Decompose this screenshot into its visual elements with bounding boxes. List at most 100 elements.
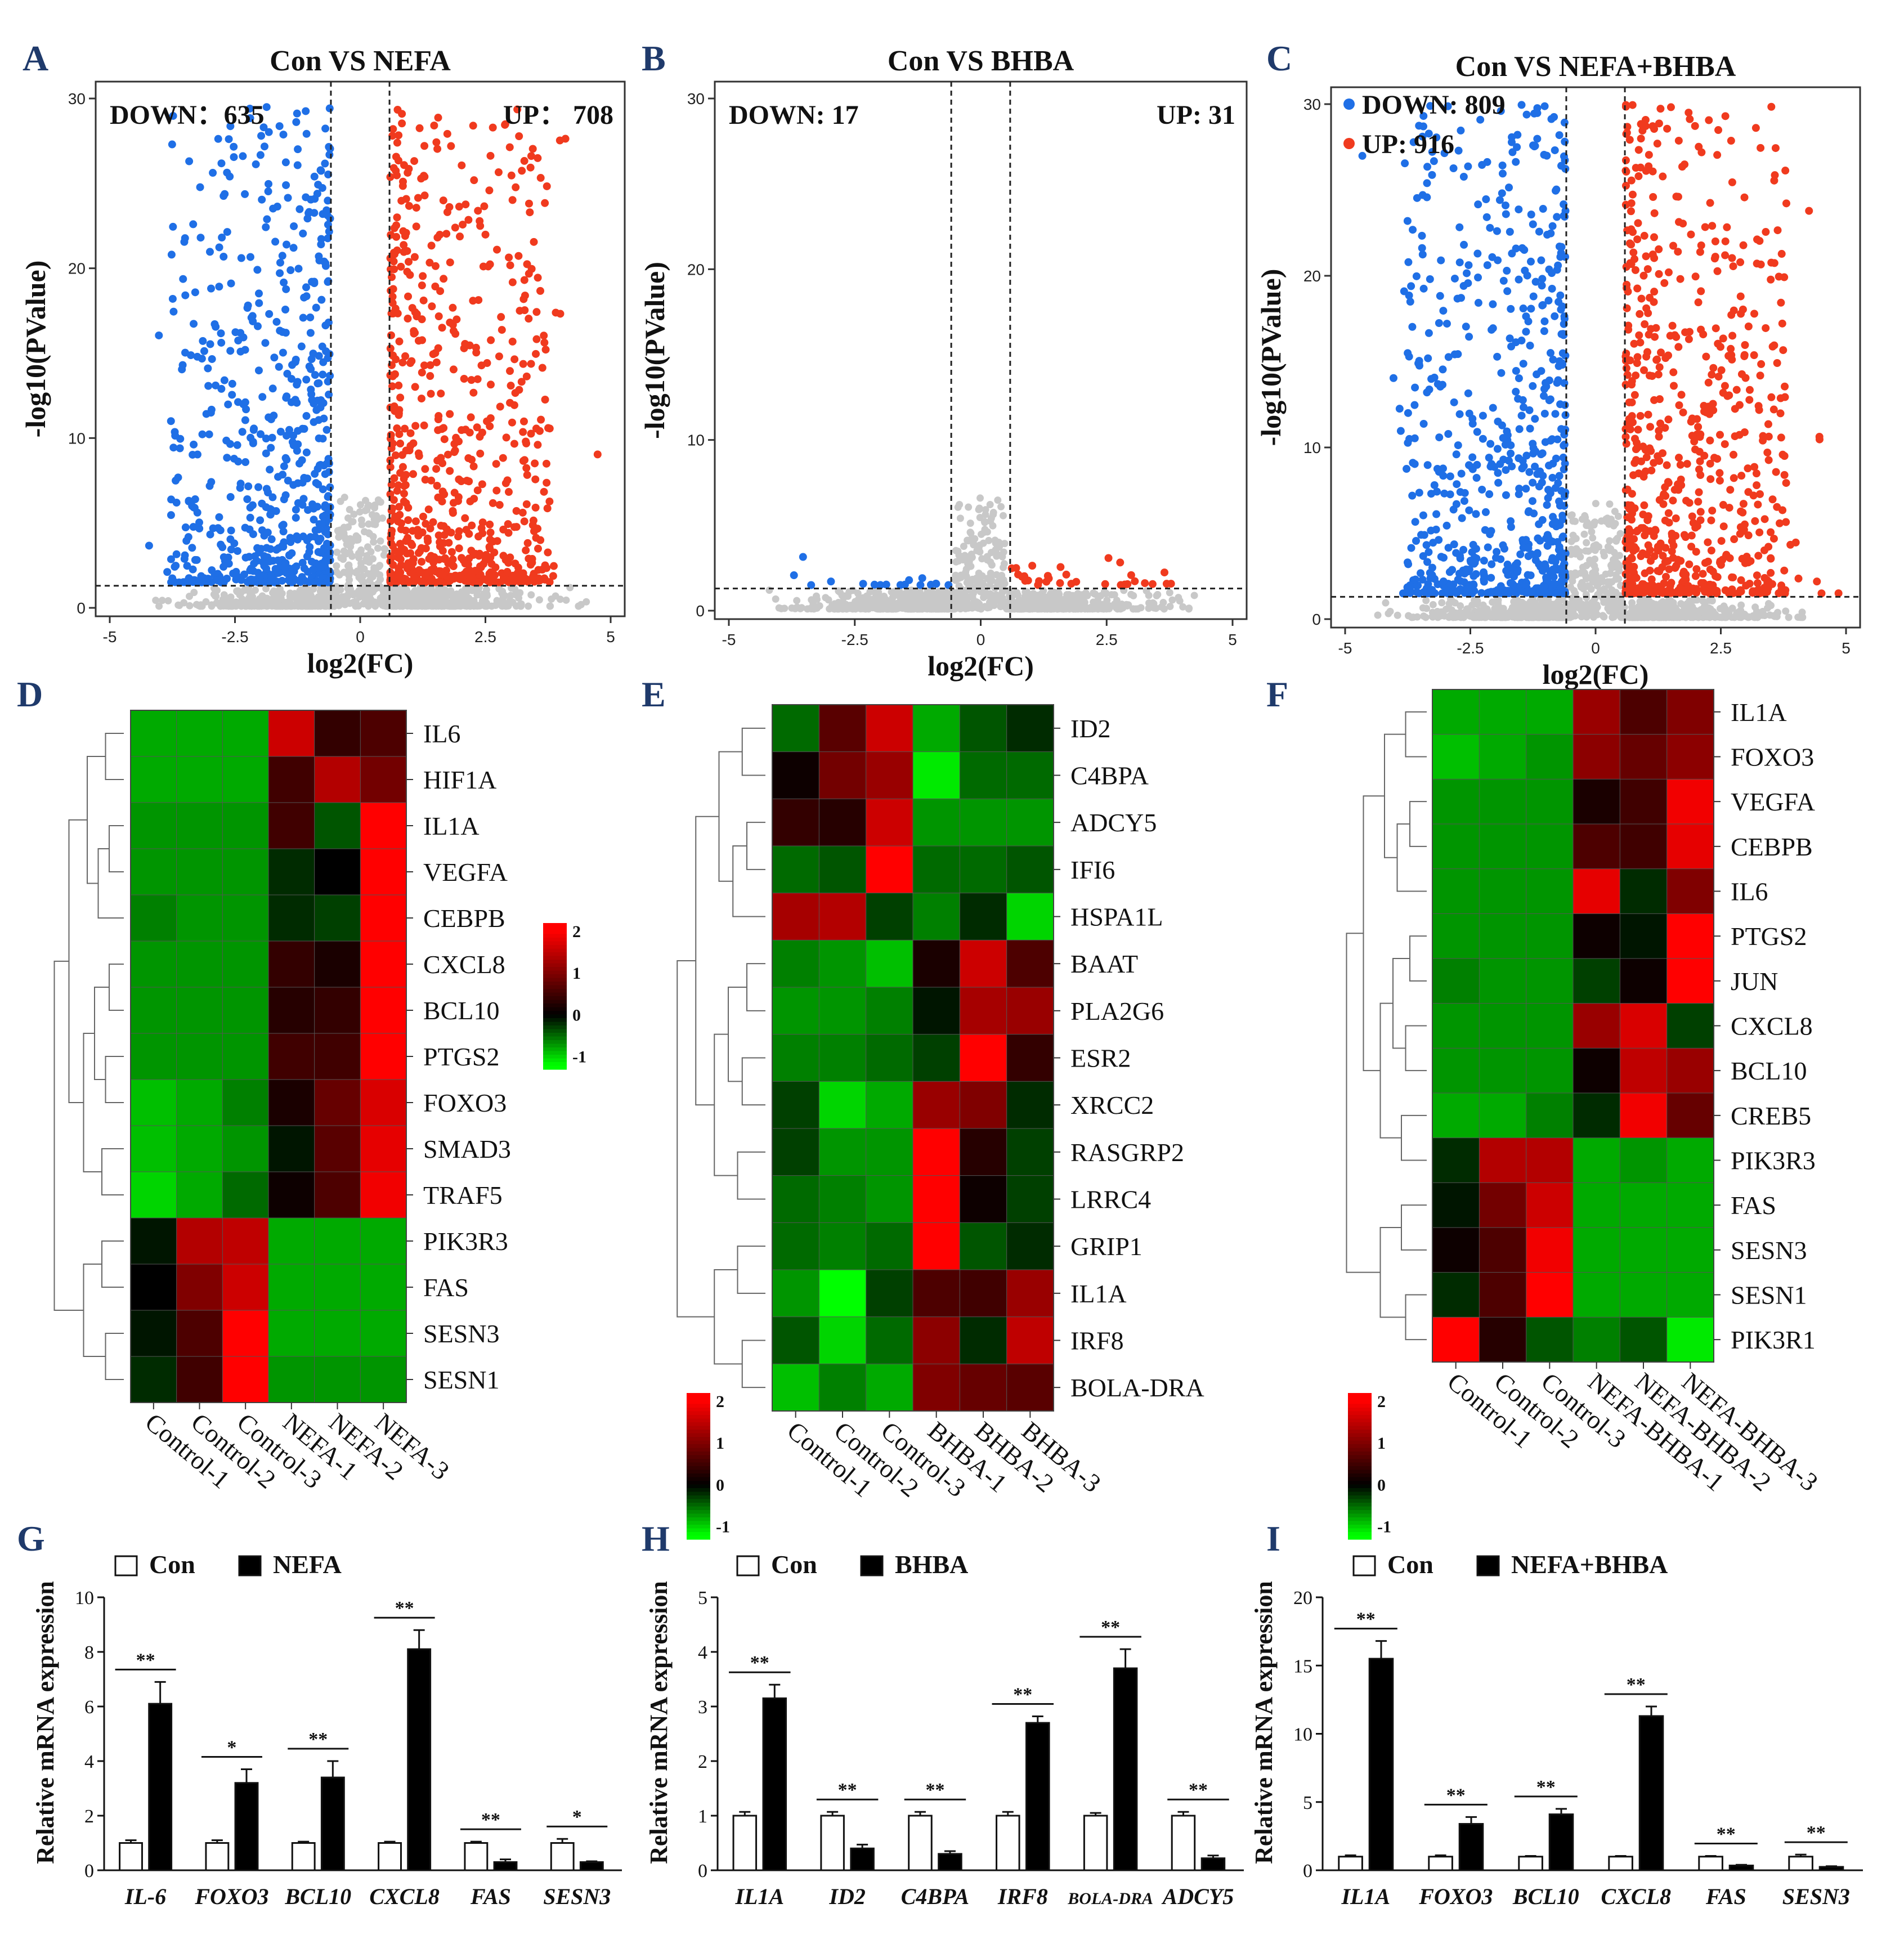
point-ns (359, 572, 367, 580)
point-up (501, 120, 509, 128)
y-tick-label: 30 (687, 90, 705, 107)
point-ns (1054, 593, 1061, 601)
point-up (1692, 565, 1701, 574)
point-up (440, 424, 448, 432)
point-down (240, 570, 249, 579)
point-up (393, 138, 401, 147)
point-down (1433, 487, 1441, 496)
point-down (199, 337, 207, 345)
point-down (1407, 544, 1415, 552)
point-up (486, 535, 494, 544)
point-ns (457, 602, 465, 610)
point-down (306, 313, 315, 321)
point-up (418, 368, 426, 377)
point-down (317, 562, 325, 571)
point-up (387, 534, 395, 542)
point-down (1502, 491, 1510, 499)
point-up (387, 331, 395, 339)
point-ns (1394, 611, 1401, 619)
point-ns (853, 603, 861, 611)
point-ns (155, 602, 163, 610)
point-down (1404, 349, 1412, 357)
point-down (227, 526, 235, 535)
point-down (311, 469, 319, 478)
point-ns (583, 598, 590, 606)
point-down (1551, 483, 1560, 492)
point-down (284, 476, 292, 485)
point-ns (1152, 604, 1160, 612)
point-up (531, 475, 540, 483)
point-ns (1606, 602, 1614, 610)
point-down (1539, 205, 1547, 213)
point-down (145, 541, 153, 550)
point-down (272, 507, 280, 516)
point-ns (998, 594, 1006, 602)
y-tick-label: 30 (68, 90, 86, 107)
point-up (433, 482, 441, 490)
point-down (1506, 579, 1515, 587)
point-down (1473, 249, 1482, 258)
point-up (522, 437, 530, 446)
point-ns (480, 601, 487, 609)
panel-letter-b: B (642, 38, 666, 78)
point-down (1479, 411, 1487, 420)
point-down (1458, 514, 1466, 522)
point-ns (1576, 553, 1584, 561)
point-up (499, 525, 508, 534)
point-ns (1033, 604, 1041, 612)
point-ns (1422, 597, 1430, 604)
point-up (419, 296, 428, 304)
point-down (1494, 256, 1502, 265)
point-up (1805, 207, 1813, 215)
point-up (398, 119, 406, 128)
point-ns (1001, 540, 1009, 548)
point-up (431, 283, 440, 291)
point-up (549, 572, 557, 580)
point-down (228, 391, 236, 399)
point-down (1489, 404, 1497, 412)
point-ns (437, 590, 445, 598)
point-down (167, 495, 176, 504)
volcano-plot-a: Con VS NEFA-5 -2.5 0 2.5 50102030log2(FC)-lo… (20, 45, 626, 679)
point-ns (1782, 607, 1790, 615)
point-ns (1554, 601, 1562, 608)
point-ns (1599, 612, 1607, 620)
point-down (1550, 113, 1558, 121)
point-down (1428, 171, 1436, 179)
point-up (473, 486, 482, 495)
point-down (1482, 213, 1491, 221)
point-up (1757, 144, 1765, 152)
point-ns (957, 571, 965, 579)
point-up (552, 308, 560, 317)
scatter-points (765, 494, 1198, 613)
point-ns (370, 538, 378, 546)
point-up (499, 454, 507, 462)
point-down (1482, 195, 1490, 204)
point-up (494, 168, 503, 177)
point-down (1464, 279, 1472, 288)
point-ns (985, 536, 993, 544)
point-down (1450, 398, 1458, 406)
point-up (519, 360, 527, 368)
point-up (540, 487, 548, 496)
point-down (314, 480, 322, 489)
point-down (304, 506, 312, 514)
point-down (1522, 536, 1530, 544)
point-ns (1589, 572, 1597, 580)
point-down (1542, 575, 1551, 584)
point-up (477, 524, 486, 532)
point-ns (986, 500, 994, 508)
point-up (476, 449, 485, 458)
point-up (510, 523, 518, 531)
point-up (398, 182, 407, 190)
point-down (1540, 102, 1549, 110)
point-down (1498, 161, 1507, 169)
point-ns (506, 597, 514, 605)
point-ns (164, 597, 172, 604)
point-down (1423, 558, 1431, 566)
point-up (545, 497, 554, 505)
point-down (227, 279, 235, 288)
point-down (1452, 549, 1461, 557)
point-down (1442, 521, 1451, 530)
point-down (300, 293, 308, 302)
